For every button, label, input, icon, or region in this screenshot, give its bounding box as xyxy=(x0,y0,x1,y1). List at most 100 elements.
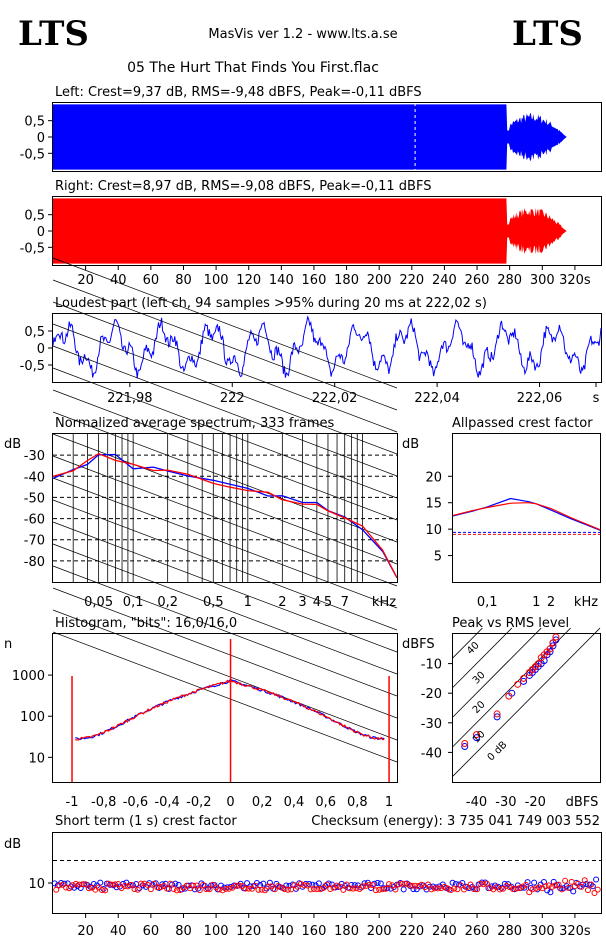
short-crest-point-left xyxy=(589,883,596,890)
short-crest-frame xyxy=(52,832,602,914)
peak-rms-point-right xyxy=(461,740,469,748)
y-tick-label: -20 xyxy=(421,687,442,702)
short-crest-point-right xyxy=(483,880,490,887)
x-tick-label: 5 xyxy=(324,595,332,610)
spectrum-slope-line xyxy=(52,499,398,631)
diagonal-label: 20 xyxy=(471,699,488,716)
short-crest-point-right xyxy=(402,880,409,887)
short-crest-point-right xyxy=(125,883,132,890)
x-tick-label: 260 xyxy=(465,273,490,288)
y-tick-label: 0,5 xyxy=(24,115,45,130)
x-tick-label: 7 xyxy=(341,595,349,610)
short-crest-point-right xyxy=(304,882,311,889)
y-tick-label: -80 xyxy=(24,555,45,570)
x-tick-label: -40 xyxy=(466,795,487,810)
short-crest-point-right xyxy=(519,883,526,890)
short-crest-point-right xyxy=(408,882,415,889)
short-crest-point-right xyxy=(271,886,278,893)
short-crest-point-right xyxy=(206,886,213,893)
short-crest-point-left xyxy=(97,879,104,886)
y-tick-label: -50 xyxy=(24,491,45,506)
waveform-left xyxy=(53,104,592,170)
short-crest-point-right xyxy=(425,881,432,888)
x-tick-label: 80 xyxy=(175,924,192,939)
y-tick-label: -40 xyxy=(24,470,45,485)
short-crest-point-right xyxy=(288,886,295,893)
short-crest-point-right xyxy=(366,881,373,888)
spectrum-slope-line xyxy=(52,477,398,609)
x-tick-label: 180 xyxy=(334,924,359,939)
x-tick-label: 40 xyxy=(110,924,127,939)
short-crest-point-right xyxy=(235,882,242,889)
y-tick-label: 10 xyxy=(28,877,45,892)
x-tick-label: 140 xyxy=(269,273,294,288)
short-crest-point-right xyxy=(141,880,148,887)
short-crest-point-right xyxy=(532,885,539,892)
peak-rms-point-right xyxy=(493,710,501,718)
short-crest-point-right xyxy=(467,881,474,888)
short-crest-point-right xyxy=(56,882,63,889)
short-crest-point-right xyxy=(147,886,154,893)
peak-rms-diagonal xyxy=(452,627,601,777)
short-crest-point-left xyxy=(410,886,417,893)
x-tick-label: 0,2 xyxy=(252,795,273,810)
x-tick-label: 180 xyxy=(334,273,359,288)
short-crest-point-right xyxy=(173,887,180,894)
short-crest-point-right xyxy=(108,881,115,888)
short-crest-point-left xyxy=(172,880,179,887)
short-crest-point-right xyxy=(324,881,330,888)
short-crest-point-left xyxy=(593,876,600,883)
x-tick-label: 0,5 xyxy=(203,595,224,610)
short-crest-point-right xyxy=(340,886,347,893)
peak-rms-point-left xyxy=(546,648,554,656)
diagonal-label: 30 xyxy=(471,670,488,687)
short-crest-point-right xyxy=(346,885,353,892)
y-tick-label: -30 xyxy=(24,449,45,464)
y-tick-label: 0,5 xyxy=(24,209,45,224)
short-crest-point-right xyxy=(529,886,536,893)
short-crest-point-right xyxy=(487,885,494,892)
spectrum-slope-line xyxy=(52,257,398,389)
peak-rms-point-left xyxy=(520,677,528,685)
short-crest-point-left xyxy=(244,880,251,887)
x-tick-label: 0,6 xyxy=(315,795,336,810)
x-tick-label: -0,8 xyxy=(91,795,116,810)
short-crest-point-right xyxy=(327,886,334,893)
file-title: 05 The Hurt That Finds You First.flac xyxy=(127,60,379,76)
x-tick-label: 60 xyxy=(143,273,160,288)
histogram-line-right xyxy=(75,679,385,741)
short-crest-point-right xyxy=(265,883,272,890)
short-crest-point-right xyxy=(154,884,161,891)
peak-rms-diagonal xyxy=(452,627,483,658)
y-tick-label: -0,5 xyxy=(20,359,45,374)
short-crest-point-right xyxy=(385,881,392,888)
x-tick-label: 0,8 xyxy=(347,795,368,810)
x-tick-label: 100 xyxy=(204,924,229,939)
peak-rms-ylabel: dBFS xyxy=(402,637,435,652)
x-tick-label: 160 xyxy=(302,273,327,288)
short-crest-point-left xyxy=(315,880,322,887)
short-crest-point-right xyxy=(252,882,259,889)
short-crest-point-right xyxy=(128,881,135,888)
y-tick-label: 5 xyxy=(434,550,442,565)
peak-rms-title: Peak vs RMS level xyxy=(452,616,569,631)
histogram-ylabel: n xyxy=(4,637,12,652)
y-tick-label: 0 xyxy=(37,225,45,240)
y-tick-label: -40 xyxy=(421,746,442,761)
short-crest-point-right xyxy=(69,882,76,889)
short-crest-point-right xyxy=(379,886,386,893)
spectrum-slope-line xyxy=(52,521,398,653)
checksum-label: Checksum (energy): 3 735 041 749 003 552 xyxy=(311,814,600,829)
short-crest-point-right xyxy=(584,887,591,894)
short-crest-point-left xyxy=(374,879,381,886)
short-crest-point-right xyxy=(275,883,282,890)
x-tick-label: 100 xyxy=(204,273,229,288)
short-crest-point-right xyxy=(470,885,477,892)
short-crest-point-right xyxy=(82,881,89,888)
x-tick-label: 0,4 xyxy=(284,795,305,810)
x-tick-label: 120 xyxy=(236,924,261,939)
short-crest-point-right xyxy=(454,886,461,893)
short-crest-ylabel: dB xyxy=(4,837,21,852)
x-tick-label: -0,4 xyxy=(154,795,179,810)
x-tick-label: 320s xyxy=(559,273,591,288)
